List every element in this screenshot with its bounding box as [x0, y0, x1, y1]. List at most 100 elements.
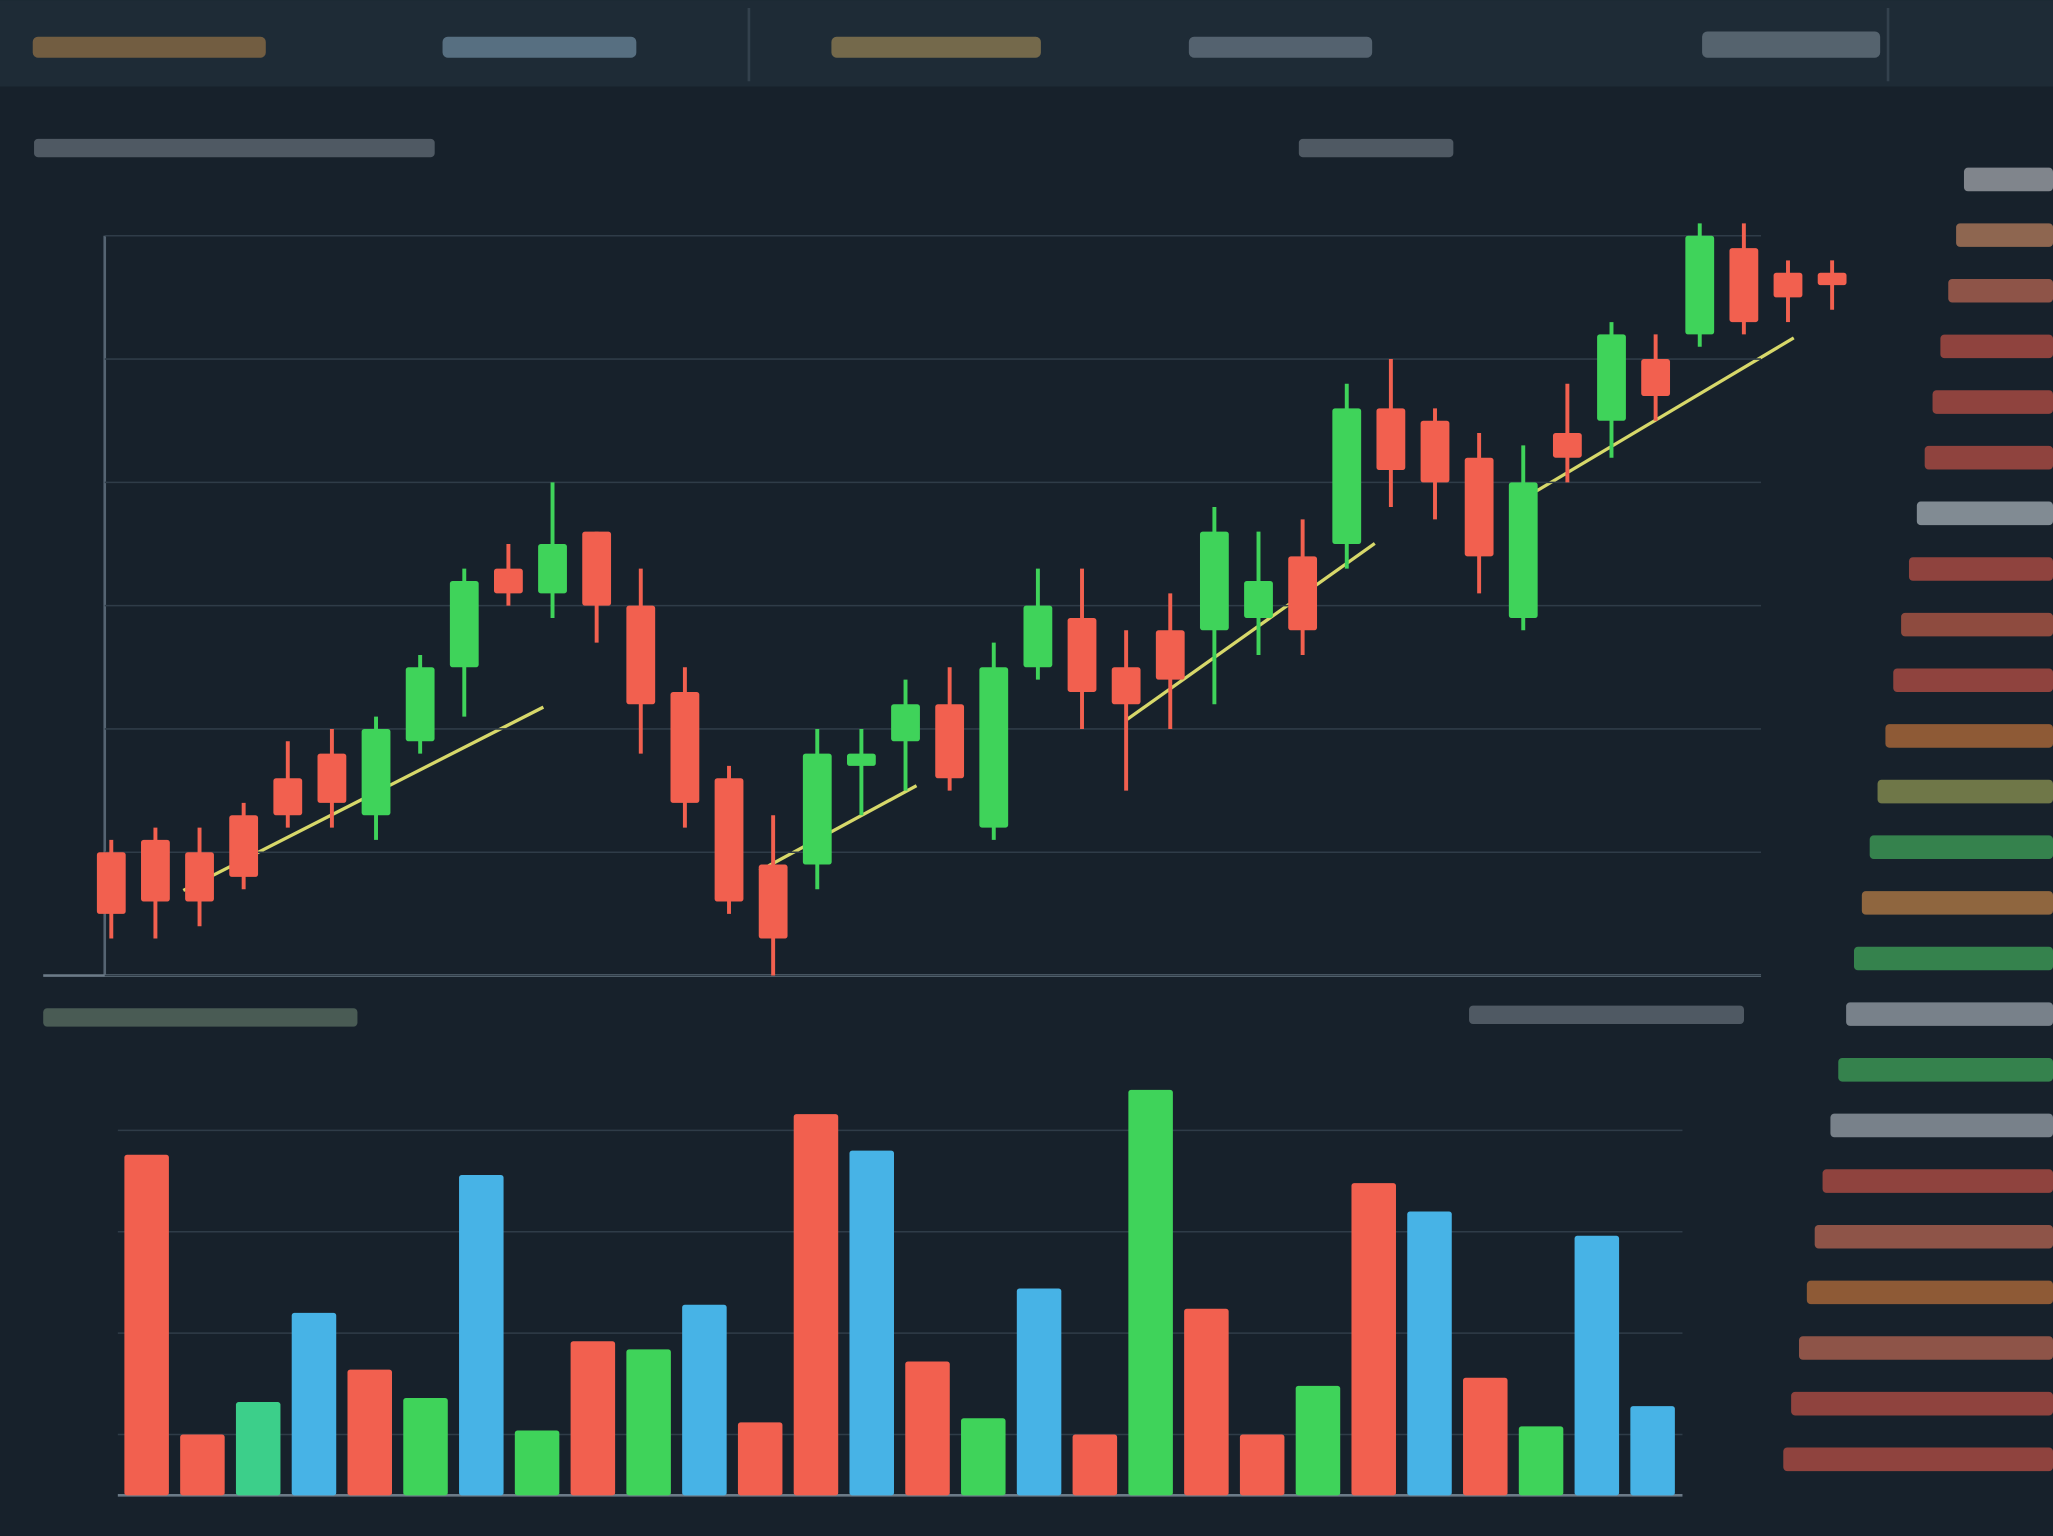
candle-body [1023, 605, 1053, 668]
volume-bar [1518, 1426, 1564, 1496]
volume-bar [905, 1361, 950, 1496]
candle-body [846, 753, 876, 766]
order-row [1846, 1002, 2053, 1026]
candle-body [1244, 580, 1273, 618]
volume-bar [570, 1341, 616, 1496]
order-row [1861, 891, 2053, 915]
candle-body [1552, 433, 1582, 458]
tab[interactable] [1188, 36, 1373, 58]
candle-body [229, 815, 259, 877]
candle-body [1508, 482, 1538, 618]
tab[interactable] [32, 36, 266, 58]
candle-body [1288, 556, 1318, 631]
order-row [1853, 946, 2053, 971]
panel-header [1298, 138, 1454, 158]
order-row [1869, 835, 2053, 859]
volume-bar [235, 1402, 281, 1496]
order-row [1893, 668, 2053, 693]
volume-bar [737, 1422, 783, 1496]
volume-bar [514, 1430, 560, 1496]
candle-body [1199, 531, 1229, 631]
volume-bar [180, 1434, 225, 1496]
order-row [1830, 1113, 2053, 1138]
candle-body [1067, 617, 1097, 692]
volume-bar [1184, 1308, 1229, 1496]
trend-line [1125, 542, 1376, 722]
candle-body [1729, 248, 1759, 323]
order-row [1901, 612, 2053, 637]
volume-bar [793, 1114, 839, 1496]
candle-body [758, 864, 788, 939]
candle-body [1773, 272, 1803, 298]
candle-body [670, 691, 700, 803]
volume-bar [1351, 1183, 1396, 1496]
candle-body [141, 839, 170, 902]
volume-bar [1295, 1385, 1341, 1496]
volume-bar [403, 1398, 448, 1496]
volume-bar [347, 1369, 393, 1496]
tab[interactable] [442, 36, 637, 58]
candle-body [1597, 334, 1626, 421]
order-row [1908, 557, 2053, 581]
order-row [1822, 1169, 2053, 1193]
volume-bar [459, 1174, 504, 1496]
order-row [1798, 1336, 2053, 1360]
candle-body [494, 568, 523, 594]
order-row [1838, 1058, 2053, 1082]
panel-header [1469, 1005, 1745, 1024]
candle-body [714, 778, 744, 902]
order-row [1963, 167, 2053, 192]
order-row [1956, 223, 2053, 247]
volume-bar [1574, 1235, 1620, 1496]
candle-body [1817, 272, 1847, 286]
order-row [1791, 1391, 2053, 1416]
order-book [1783, 167, 2053, 1472]
order-row [1806, 1280, 2053, 1305]
order-row [1924, 445, 2053, 470]
candle-body [1685, 235, 1715, 335]
order-row [1814, 1224, 2053, 1249]
candle-body [96, 852, 126, 914]
candle-body [1155, 630, 1185, 680]
candle-body [935, 704, 965, 779]
volume-bar [1128, 1089, 1173, 1496]
volume-bar [1016, 1288, 1062, 1496]
candle-body [273, 778, 303, 816]
order-row [1783, 1447, 2053, 1472]
candle-body [185, 852, 214, 902]
candle-body [1332, 408, 1362, 544]
volume-bar [1072, 1434, 1118, 1496]
volume-bar [1239, 1434, 1285, 1496]
candle-body [317, 753, 347, 803]
candle-body [1376, 408, 1406, 471]
candle-body [361, 728, 391, 816]
volume-bar [1630, 1406, 1675, 1496]
trend-line [1524, 336, 1795, 500]
candle-body [1111, 667, 1141, 705]
volume-bar [682, 1304, 727, 1496]
candle-body [1464, 457, 1494, 557]
volume-bar [124, 1154, 169, 1496]
candle-body [449, 580, 479, 668]
order-row [1877, 779, 2053, 804]
candle-body [802, 753, 832, 865]
tab[interactable] [1702, 31, 1881, 58]
candle-body [582, 531, 612, 606]
candle-body [405, 667, 435, 742]
candle-body [1420, 420, 1450, 483]
candle-body [891, 704, 920, 742]
order-row [1940, 334, 2053, 359]
order-row [1948, 278, 2053, 303]
candle-body [538, 543, 567, 594]
volume-bar [961, 1418, 1006, 1496]
order-row [1885, 724, 2053, 748]
volume-bar [626, 1349, 671, 1496]
volume-bar [291, 1312, 337, 1496]
tab[interactable] [831, 36, 1041, 58]
panel-header [43, 1008, 358, 1027]
order-row [1916, 501, 2053, 526]
volume-bar [1463, 1377, 1508, 1496]
candle-body [1641, 359, 1671, 397]
volume-bar [849, 1150, 894, 1496]
